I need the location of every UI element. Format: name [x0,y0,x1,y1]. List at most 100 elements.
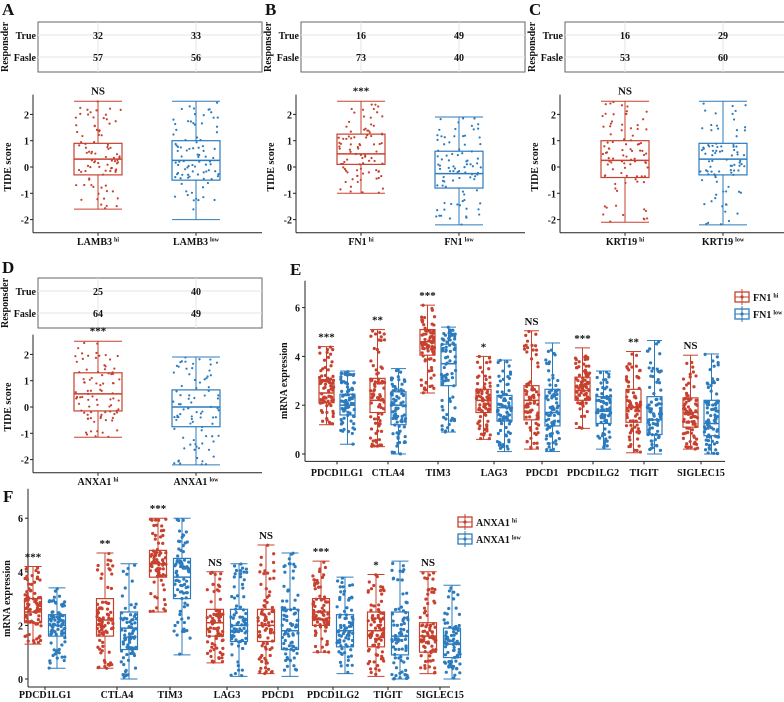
data-point [79,106,82,109]
data-point [109,398,112,401]
data-point [93,125,96,128]
data-point [62,658,66,663]
data-point [205,640,210,644]
data-point [340,647,344,651]
data-point [177,579,181,583]
data-point [604,103,607,106]
data-point [220,639,224,643]
data-point [183,601,187,605]
data-point [32,641,36,645]
data-point [218,619,222,623]
data-point [393,423,397,427]
data-point [258,669,262,674]
data-point [331,409,335,413]
data-point [346,670,350,674]
data-point [95,568,100,572]
data-point [209,358,212,361]
data-point [118,378,121,381]
data-point [430,644,434,648]
data-point [63,640,67,644]
data-point [345,405,349,410]
data-point [470,124,473,127]
data-point [326,368,330,372]
panel-letter: E [290,260,301,279]
data-point [377,424,381,428]
table-y-label: Responsder [263,21,274,72]
data-point [115,153,119,156]
data-point [190,415,193,418]
data-point [368,667,373,671]
data-point [553,389,557,394]
data-point [725,190,728,193]
data-point [401,564,405,568]
significance-label: *** [25,551,42,563]
y-axis-label: TIDE score [530,142,541,192]
data-point [609,102,612,105]
data-point [375,168,378,172]
data-point [367,159,371,162]
data-point [232,634,236,638]
data-point [179,177,182,180]
data-point [376,371,380,375]
data-point [602,125,605,128]
data-point [152,580,156,584]
data-point [27,587,31,591]
data-point [625,415,629,420]
data-point [182,605,187,609]
data-point [587,388,591,392]
data-point [659,388,663,392]
data-point [647,407,652,411]
x-tick-label: PDCD1 [262,690,295,701]
data-point [657,434,661,439]
count-cell: 57 [93,53,103,64]
data-point [427,573,431,577]
data-point [340,162,343,166]
data-point [711,144,714,148]
data-point [536,361,540,365]
data-point [647,417,652,422]
data-point [652,392,656,396]
data-point [288,658,293,663]
data-point [268,653,272,658]
data-point [527,329,531,334]
data-point [506,447,510,451]
data-point [89,111,92,114]
data-point [57,611,61,615]
data-point [470,150,473,153]
data-point [452,419,457,423]
data-point [605,380,609,384]
data-point [487,437,491,441]
data-point [316,585,321,589]
data-point [377,191,380,194]
data-point [684,400,688,404]
data-point [133,612,138,617]
data-point [177,547,181,551]
data-point [381,187,385,190]
data-point [536,402,540,406]
data-point [404,648,408,652]
data-point [403,435,407,439]
data-point [499,395,503,399]
data-point [335,605,339,609]
data-point [325,348,330,352]
data-point [289,647,293,651]
data-point [428,635,432,639]
row-label: Fasle [14,309,37,320]
data-point [525,384,529,389]
data-point [374,667,378,671]
data-point [600,414,604,418]
data-point [151,531,155,536]
data-point [162,607,166,611]
data-point [645,349,650,353]
data-point [107,147,110,151]
data-point [581,376,585,380]
data-point [324,378,328,382]
data-point [208,649,213,653]
data-point [440,404,444,409]
data-point [35,606,40,610]
data-point [429,365,434,370]
data-point [377,350,381,354]
data-point [53,589,58,593]
data-point [154,518,158,522]
data-point [259,666,263,671]
